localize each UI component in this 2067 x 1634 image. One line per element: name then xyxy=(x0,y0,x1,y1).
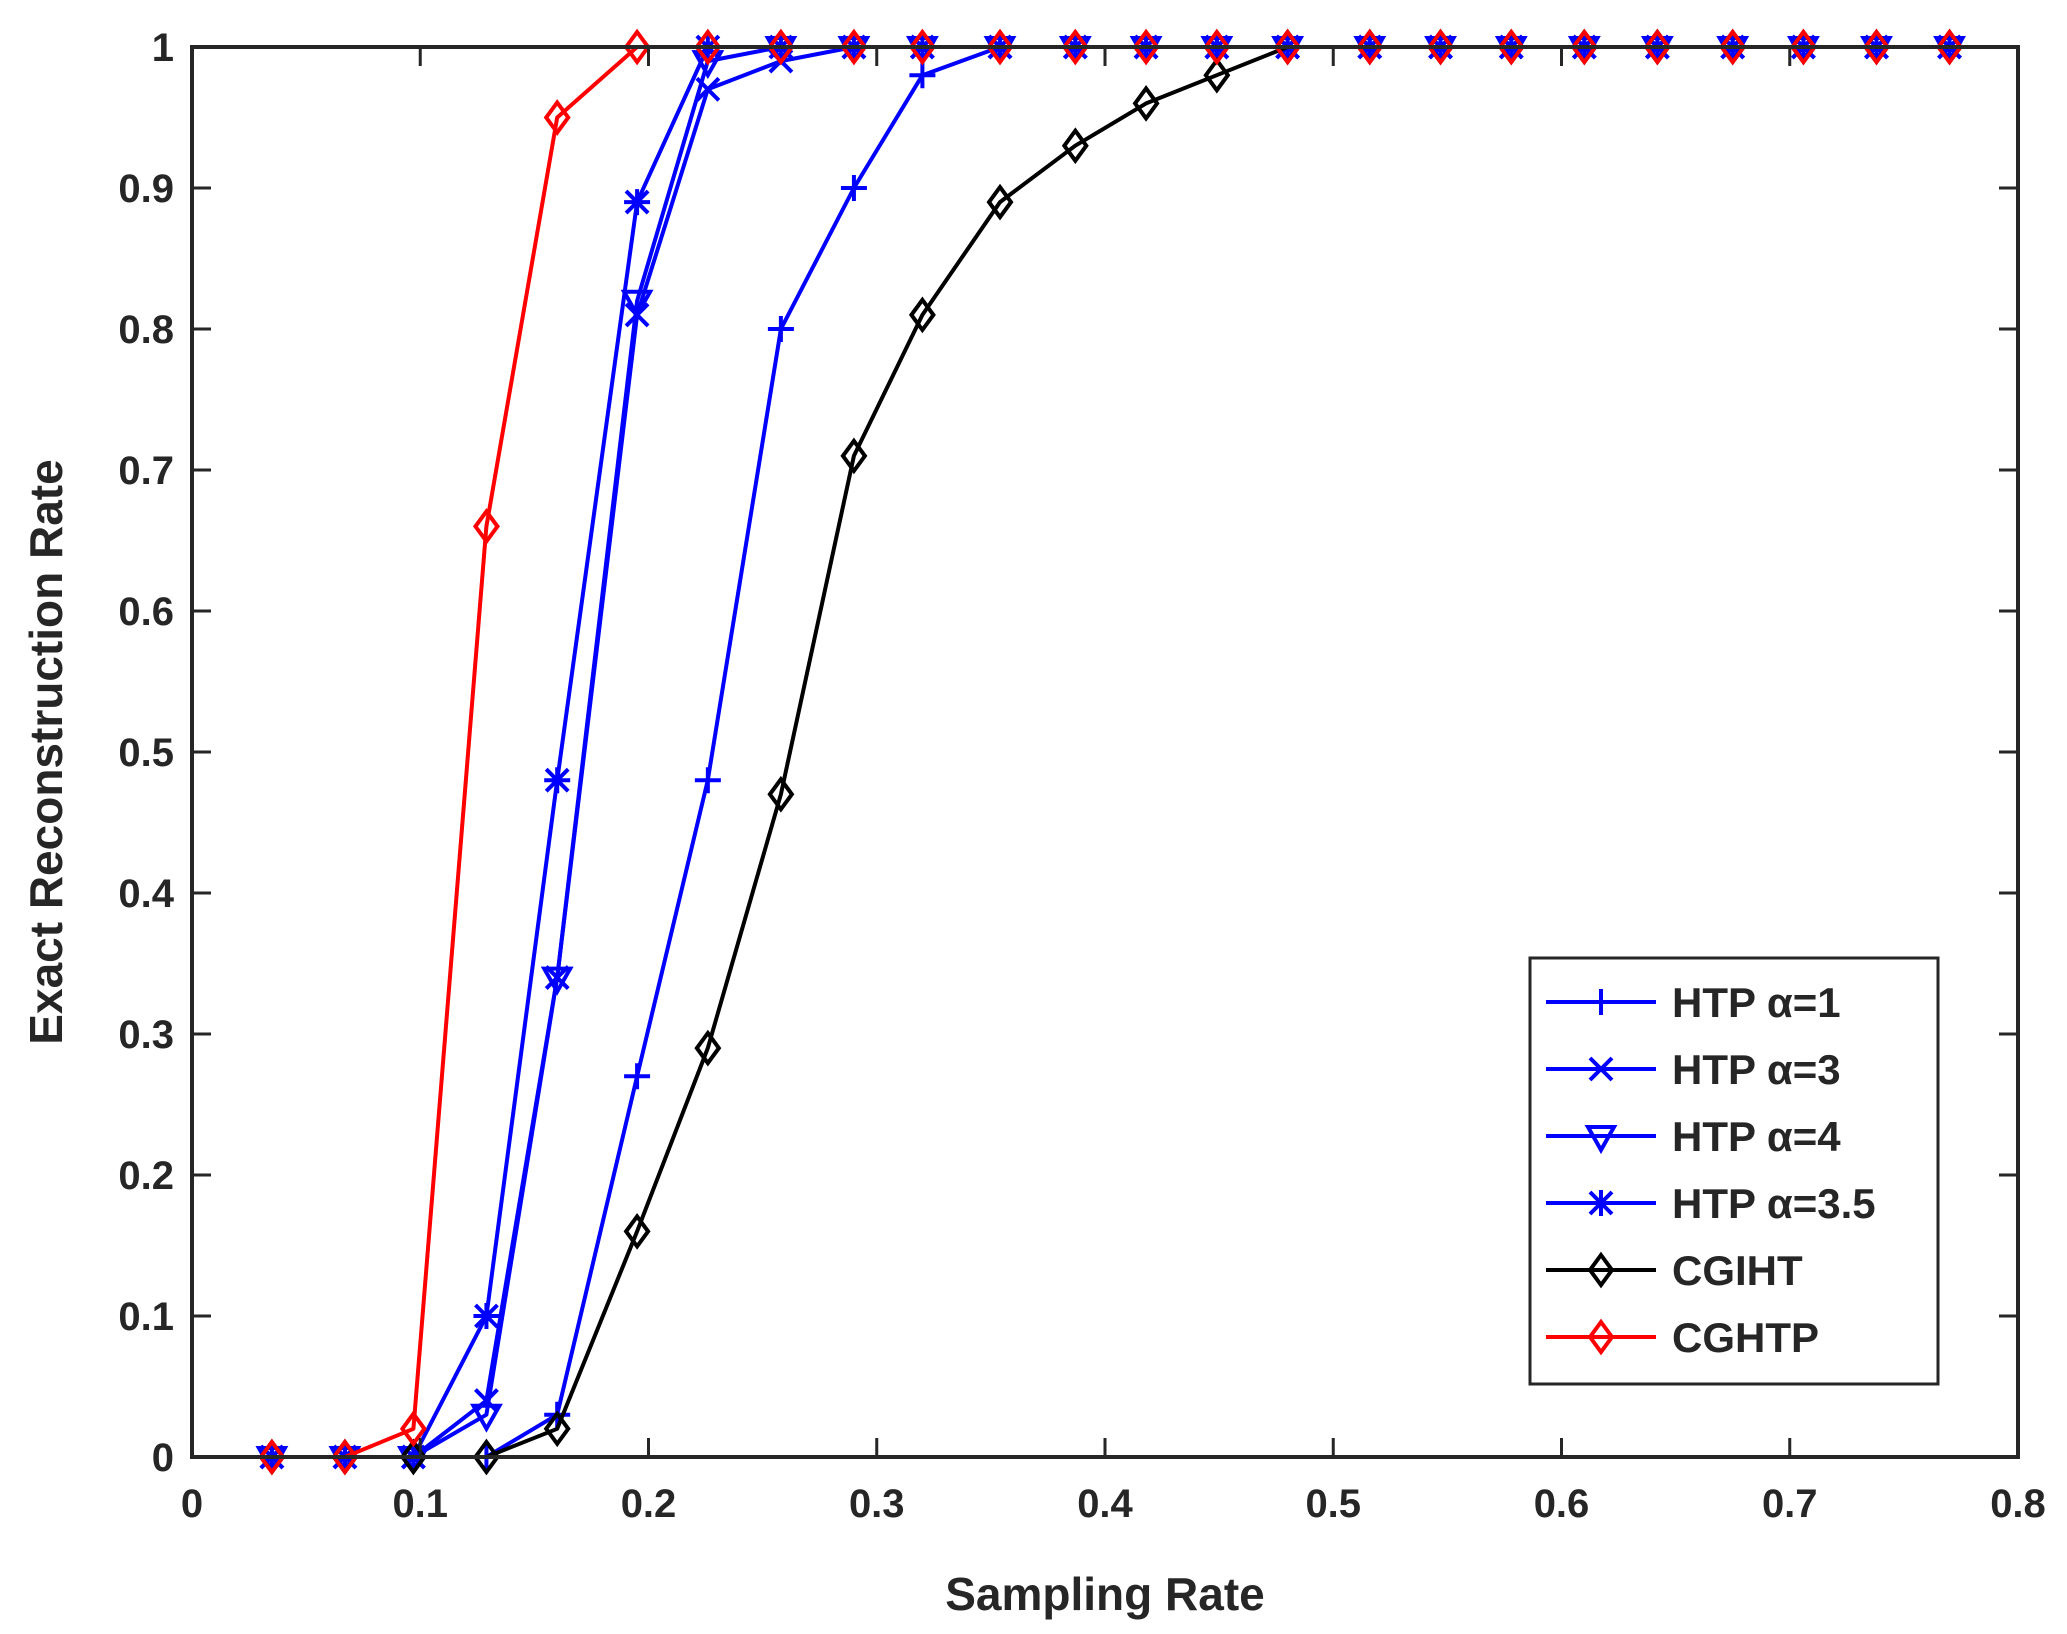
y-tick-label: 0.5 xyxy=(118,731,174,775)
data-point xyxy=(544,767,571,794)
legend-label: CGIHT xyxy=(1672,1247,1803,1294)
y-tick-label: 0.9 xyxy=(118,167,174,211)
data-point xyxy=(767,28,795,66)
legend-marker xyxy=(1587,1318,1615,1356)
data-point xyxy=(540,966,574,996)
legend-label: HTP α=3.5 xyxy=(1672,1180,1876,1227)
legend-label: HTP α=4 xyxy=(1672,1113,1841,1160)
data-point xyxy=(474,1388,499,1414)
y-tick-label: 0.6 xyxy=(118,590,174,634)
x-tick-label: 0.2 xyxy=(621,1482,677,1526)
y-axis-label: Exact Reconstruction Rate xyxy=(20,459,72,1044)
data-point xyxy=(694,1029,722,1067)
y-tick-label: 0.4 xyxy=(118,872,174,916)
data-point xyxy=(623,1213,651,1250)
data-point xyxy=(473,1303,500,1329)
data-point xyxy=(624,189,651,216)
legend-box xyxy=(1528,956,1940,1386)
legend-marker xyxy=(1584,1125,1618,1155)
data-point xyxy=(1356,28,1384,66)
y-tick-label: 0.8 xyxy=(118,308,174,352)
data-point xyxy=(470,1403,503,1433)
data-point xyxy=(1570,28,1598,66)
legend-marker xyxy=(1588,1190,1614,1216)
legend-label: HTP α=3 xyxy=(1672,1046,1841,1093)
data-point xyxy=(624,1063,651,1090)
data-point xyxy=(1061,127,1089,165)
data-point xyxy=(543,99,571,136)
data-point xyxy=(909,62,936,89)
y-tick-label: 1 xyxy=(152,26,174,70)
data-point xyxy=(1203,28,1231,66)
data-point xyxy=(472,1438,500,1476)
data-point xyxy=(1719,28,1747,66)
x-tick-label: 0.5 xyxy=(1305,1482,1361,1526)
data-point xyxy=(1643,28,1671,66)
data-point xyxy=(1132,85,1160,122)
ticks-layer: 0 0.1 0.2 0.3 0.4 0.5 0.6 0.7 0.8 0 0.1 0.2 0.3 0.4 0.… xyxy=(118,26,2045,1526)
data-point xyxy=(986,28,1014,66)
data-point xyxy=(1274,28,1302,66)
data-point xyxy=(620,289,654,319)
data-point xyxy=(986,183,1014,221)
legend-marker xyxy=(1588,1056,1614,1082)
data-point xyxy=(694,28,722,66)
data-point xyxy=(908,28,936,66)
data-point xyxy=(1862,28,1890,66)
data-point xyxy=(694,767,721,794)
data-point xyxy=(1427,28,1455,66)
x-tick-label: 0.6 xyxy=(1534,1482,1590,1526)
legend-label: HTP α=1 xyxy=(1672,979,1841,1026)
y-tick-label: 0.2 xyxy=(118,1154,174,1198)
data-point xyxy=(1061,28,1089,66)
data-point xyxy=(258,1438,286,1476)
legend-label: CGHTP xyxy=(1672,1314,1819,1361)
x-tick-label: 0.4 xyxy=(1077,1482,1133,1526)
data-point xyxy=(767,775,795,813)
data-point xyxy=(399,1410,427,1448)
x-tick-label: 0.8 xyxy=(1990,1482,2046,1526)
legend-marker xyxy=(1587,1251,1615,1289)
legend: HTP α=1 HTP α=3 HTP α=4 HTP α=3.5 CGIHT CGHTP xyxy=(1528,956,1940,1386)
y-tick-label: 0 xyxy=(152,1436,174,1480)
x-tick-label: 0.3 xyxy=(849,1482,905,1526)
data-point xyxy=(543,1410,571,1448)
data-point xyxy=(1497,28,1525,66)
data-point xyxy=(331,1438,359,1476)
legend-marker xyxy=(1588,989,1614,1015)
data-point xyxy=(840,437,868,475)
y-tick-label: 0.7 xyxy=(118,449,174,493)
data-point xyxy=(1789,28,1817,66)
y-tick-label: 0.1 xyxy=(118,1295,174,1339)
data-point xyxy=(1132,28,1160,66)
data-point xyxy=(767,316,794,342)
data-point xyxy=(840,175,867,201)
data-point xyxy=(472,508,500,545)
y-tick-label: 0.3 xyxy=(118,1013,174,1057)
x-tick-label: 0 xyxy=(181,1482,203,1526)
x-tick-label: 0.7 xyxy=(1762,1482,1818,1526)
data-point xyxy=(840,28,868,66)
data-point xyxy=(908,296,936,334)
x-tick-label: 0.1 xyxy=(392,1482,448,1526)
data-point xyxy=(1203,56,1231,94)
data-point xyxy=(1936,28,1964,66)
x-axis-label: Sampling Rate xyxy=(945,1568,1265,1620)
data-point xyxy=(623,28,651,66)
